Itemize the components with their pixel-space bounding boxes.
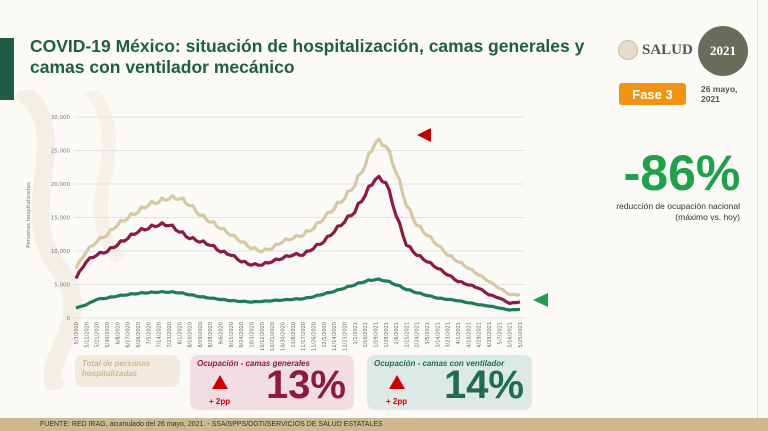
x-tick-label: 7/5/2020 bbox=[146, 322, 152, 344]
series-line-general bbox=[74, 174, 521, 306]
series-line-total bbox=[74, 137, 521, 297]
x-tick-label: 5/3/2020 bbox=[74, 322, 80, 344]
x-tick-label: 5/30/2020 bbox=[105, 322, 111, 348]
x-tick-label: 4/10/2021 bbox=[466, 322, 472, 348]
ventilator-label: Ocupación - camas con ventilador bbox=[374, 359, 505, 368]
page-title: COVID-19 México: situación de hospitaliz… bbox=[30, 36, 585, 77]
y-tick-label: 30,000 bbox=[51, 115, 71, 121]
x-tick-label: 8/1/2020 bbox=[177, 322, 183, 344]
x-tick-label: 10/12/2020 bbox=[260, 322, 266, 351]
reduction-caption: reducción de ocupación nacional (máximo v… bbox=[600, 201, 740, 223]
x-tick-label: 1/1/2021 bbox=[353, 322, 359, 344]
x-tick-label: 2/15/2021 bbox=[404, 322, 410, 348]
phase-badge: Fase 3 bbox=[619, 83, 686, 105]
x-tick-label: 3/23/2021 bbox=[446, 322, 452, 348]
x-tick-label: 8/28/2020 bbox=[208, 322, 214, 348]
ventilator-change: + 2pp bbox=[386, 397, 408, 406]
general-label: Ocupación - camas generales bbox=[197, 359, 310, 368]
x-tick-label: 7/14/2020 bbox=[157, 322, 163, 348]
current-marker-icon bbox=[533, 293, 548, 307]
date-line-2: 2021 bbox=[701, 94, 720, 104]
x-tick-label: 1/19/2021 bbox=[373, 322, 379, 348]
x-tick-label: 5/7/2021 bbox=[497, 322, 503, 344]
x-tick-label: 10/30/2020 bbox=[281, 322, 287, 351]
divider bbox=[757, 0, 758, 418]
x-tick-label: 5/21/2020 bbox=[95, 322, 101, 348]
x-tick-label: 4/28/2021 bbox=[487, 322, 493, 348]
y-axis-label: Personas hospitalizadas bbox=[26, 182, 32, 248]
y-tick-label: 0 bbox=[67, 316, 71, 322]
seal-icon bbox=[618, 40, 638, 60]
decorative-pattern bbox=[14, 90, 126, 390]
general-change: + 2pp bbox=[209, 397, 231, 406]
x-tick-label: 5/12/2020 bbox=[84, 322, 90, 348]
general-value: 13% bbox=[265, 363, 346, 407]
x-tick-label: 6/8/2020 bbox=[115, 322, 121, 344]
logo-2021-text: 2021 bbox=[710, 43, 736, 58]
ventilator-value: 14% bbox=[443, 363, 524, 407]
x-tick-label: 2/24/2021 bbox=[415, 322, 421, 348]
x-tick-label: 5/16/2021 bbox=[508, 322, 514, 348]
report-date: 26 mayo, 2021 bbox=[701, 84, 737, 104]
up-arrow-icon bbox=[389, 375, 405, 389]
total-label: Total de personas hospitalizadas bbox=[82, 359, 151, 378]
x-tick-label: 10/21/2020 bbox=[270, 322, 276, 351]
salud-logo: SALUD bbox=[618, 40, 693, 60]
ventilator-beds-box: Ocupación - camas con ventilador + 2pp 1… bbox=[367, 355, 532, 410]
x-tick-label: 8/10/2020 bbox=[188, 322, 194, 348]
source-footer: FUENTE: RED IRAG, acumulado del 26 mayo,… bbox=[0, 418, 768, 431]
x-tick-label: 6/17/2020 bbox=[126, 322, 132, 348]
x-tick-label: 11/17/2020 bbox=[301, 322, 307, 351]
x-tick-label: 10/3/2020 bbox=[250, 322, 256, 348]
x-tick-label: 4/1/2021 bbox=[456, 322, 462, 344]
reduction-value: -86% bbox=[623, 145, 741, 201]
x-tick-label: 11/26/2020 bbox=[311, 322, 317, 351]
caption-line-2: (máximo vs. hoy) bbox=[675, 212, 740, 222]
x-tick-label: 6/26/2020 bbox=[136, 322, 142, 348]
x-tick-label: 3/5/2021 bbox=[425, 322, 431, 344]
x-tick-label: 9/15/2020 bbox=[229, 322, 235, 348]
general-beds-box: Ocupación - camas generales + 2pp 13% bbox=[190, 355, 354, 410]
caption-line-1: reducción de ocupación nacional bbox=[616, 201, 740, 211]
x-tick-label: 5/25/2021 bbox=[518, 322, 524, 348]
y-tick-label: 10,000 bbox=[51, 249, 71, 255]
x-tick-label: 4/19/2021 bbox=[477, 322, 483, 348]
y-tick-label: 20,000 bbox=[51, 182, 71, 188]
x-tick-label: 9/6/2020 bbox=[219, 322, 225, 344]
x-tick-label: 12/5/2020 bbox=[322, 322, 328, 348]
date-line-1: 26 mayo, bbox=[701, 84, 738, 94]
x-tick-label: 7/23/2020 bbox=[167, 322, 173, 348]
x-tick-label: 12/14/2020 bbox=[332, 322, 338, 351]
x-tick-label: 12/23/2020 bbox=[342, 322, 348, 351]
x-tick-label: 8/19/2020 bbox=[198, 322, 204, 348]
x-tick-label: 3/14/2021 bbox=[435, 322, 441, 348]
series-line-ventilator bbox=[75, 277, 521, 312]
up-arrow-icon bbox=[212, 375, 228, 389]
x-tick-label: 1/28/2021 bbox=[384, 322, 390, 348]
x-tick-label: 2/6/2021 bbox=[394, 322, 400, 344]
x-tick-label: 1/10/2021 bbox=[363, 322, 369, 348]
x-tick-label: 11/8/2020 bbox=[291, 322, 297, 348]
y-tick-label: 15,000 bbox=[51, 216, 71, 222]
total-box: Total de personas hospitalizadas bbox=[75, 355, 180, 387]
y-tick-label: 5,000 bbox=[54, 283, 70, 289]
logo-text: SALUD bbox=[642, 41, 693, 58]
accent-bar bbox=[0, 38, 14, 100]
peak-marker-icon bbox=[417, 128, 431, 142]
x-tick-label: 9/24/2020 bbox=[239, 322, 245, 348]
mexico-2021-logo: 2021 bbox=[698, 26, 748, 76]
y-tick-label: 25,000 bbox=[51, 149, 71, 155]
